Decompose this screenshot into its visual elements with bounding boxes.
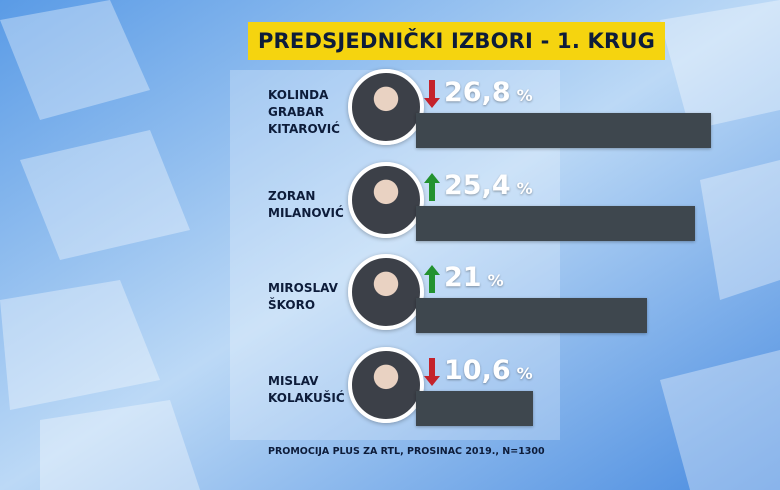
candidate-photo (348, 69, 424, 145)
value-unit: % (516, 178, 533, 198)
value-label-group: 26,8% (444, 77, 533, 108)
value-label: 25,4 (444, 169, 511, 201)
value-label-group: 10,6% (444, 355, 533, 386)
candidate-photo (348, 346, 424, 423)
bar (416, 205, 696, 241)
value-unit: % (516, 363, 533, 383)
chart-title: PREDSJEDNIČKI IZBORI - 1. KRUG (248, 22, 665, 60)
trend-arrow-shape (424, 265, 440, 293)
trend-arrow-shape (424, 357, 440, 386)
value-label: 21 (444, 262, 482, 293)
category-label: MISLAV KOLAKUŠIĆ (268, 373, 345, 405)
value-label: 26,8 (444, 77, 511, 108)
trend-arrow (424, 80, 440, 108)
value-label: 10,6 (444, 354, 511, 386)
trend-arrow (424, 265, 440, 293)
value-unit: % (516, 86, 533, 105)
trend-arrow-shape (424, 172, 440, 201)
bar (416, 390, 533, 426)
value-unit: % (487, 271, 504, 290)
value-label-group: 21% (444, 262, 504, 293)
candidate-photo (348, 254, 424, 330)
category-label: MIROSLAV ŠKORO (268, 281, 338, 312)
source-note: PROMOCIJA PLUS ZA RTL, PROSINAC 2019., N… (268, 446, 545, 457)
category-label: KOLINDA GRABAR KITAROVIĆ (268, 87, 340, 136)
candidate-photo (348, 161, 424, 238)
bar (416, 113, 711, 148)
category-label: ZORAN MILANOVIĆ (268, 188, 344, 220)
trend-arrow (424, 172, 440, 201)
value-label-group: 25,4% (444, 170, 533, 201)
bar (416, 298, 647, 333)
trend-arrow (424, 357, 440, 386)
trend-arrow-shape (424, 80, 440, 108)
